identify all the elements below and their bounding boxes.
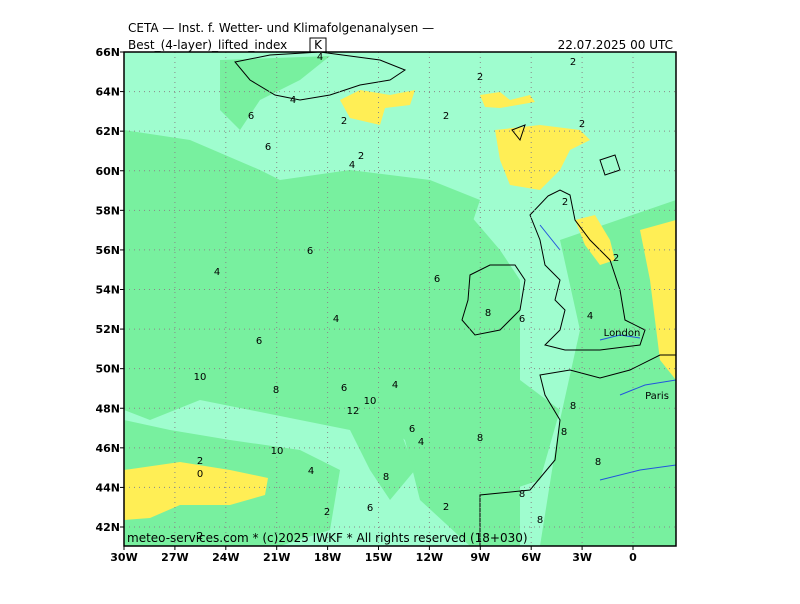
contour-label: 4: [290, 95, 296, 106]
map-frame: [123, 51, 677, 547]
contour-label: 2: [613, 253, 619, 264]
contour-label: 2: [570, 57, 576, 68]
y-tick-label: 64N: [95, 86, 120, 99]
y-tick-label: 54N: [95, 284, 120, 297]
contour-label: 8: [561, 427, 567, 438]
footer: meteo-services.com * (c)2025 IWKF * All …: [127, 531, 528, 545]
contour-label: 2: [562, 197, 568, 208]
rivers: [539, 224, 676, 481]
contour-label: 6: [265, 142, 271, 153]
x-tick-label: 27W: [161, 551, 188, 564]
y-tick-label: 46N: [95, 442, 120, 455]
y-tick-label: 50N: [95, 363, 120, 376]
x-tick-label: 12W: [416, 551, 443, 564]
contour-label: 0: [197, 469, 203, 480]
contour-label: 4: [587, 311, 593, 322]
ticks: 30W 27W 24W 21W 18W 15W 12W 9W 6W 3W 0 66N 64N 62N 60N…: [95, 46, 637, 564]
graticule: [124, 52, 676, 546]
contour-label: 4: [333, 314, 339, 325]
contour-label: 6: [248, 111, 254, 122]
x-tick-label: 9W: [470, 551, 490, 564]
contour-label: 8: [485, 308, 491, 319]
contour-label: 10: [194, 372, 207, 383]
x-tick-label: 18W: [314, 551, 341, 564]
contour-label: 6: [256, 336, 262, 347]
y-tick-label: 44N: [95, 481, 120, 494]
contour-label: 6: [434, 274, 440, 285]
institute: CETA — Inst. f. Wetter- und Klimafolgena…: [128, 21, 434, 35]
contour-label: 8: [537, 515, 543, 526]
x-tick-label: 15W: [365, 551, 392, 564]
contour-label: 4: [214, 267, 220, 278]
contour-label: 6: [519, 314, 525, 325]
contour-label: 2: [341, 116, 347, 127]
y-tick-label: 58N: [95, 204, 120, 217]
contour-label: 6: [409, 424, 415, 435]
map-title: Best_(4-layer)_lifted_index: [128, 38, 287, 52]
contour-label: 8: [595, 457, 601, 468]
contour-label: 8: [477, 433, 483, 444]
y-tick-label: 62N: [95, 125, 120, 138]
contour-label: 2: [443, 502, 449, 513]
contour-label: 8: [383, 472, 389, 483]
contour-label: 2: [197, 456, 203, 467]
unstable-zones: [124, 90, 676, 520]
contour-label: 2: [324, 507, 330, 518]
field-zones: [124, 56, 676, 546]
contour-label: 4: [317, 52, 323, 63]
contour-label: 2: [579, 119, 585, 130]
contour-label: 6: [307, 246, 313, 257]
y-tick-label: 42N: [95, 521, 120, 534]
contour-label: 4: [308, 466, 314, 477]
contour-label: 2: [477, 72, 483, 83]
contour-label: 8: [519, 489, 525, 500]
contour-label: 4: [349, 160, 355, 171]
contour-label: 10: [364, 396, 377, 407]
y-tick-label: 60N: [95, 165, 120, 178]
contour-label: 10: [271, 446, 284, 457]
x-tick-label: 0: [629, 551, 637, 564]
valid-time: 22.07.2025 00 UTC: [558, 38, 673, 52]
city-label: Paris: [645, 391, 669, 402]
city-label: London: [604, 328, 641, 339]
contour-label: 8: [570, 401, 576, 412]
contour-label: 6: [367, 503, 373, 514]
unit: K: [314, 38, 323, 52]
x-tick-label: 6W: [521, 551, 541, 564]
contour-label: 2: [358, 151, 364, 162]
y-tick-label: 56N: [95, 244, 120, 257]
contour-label: 6: [341, 383, 347, 394]
x-tick-label: 3W: [572, 551, 592, 564]
contour-label: 2: [443, 111, 449, 122]
y-tick-label: 66N: [95, 46, 120, 59]
y-tick-label: 52N: [95, 323, 120, 336]
contour-label: 4: [418, 437, 424, 448]
x-tick-label: 21W: [263, 551, 290, 564]
x-tick-label: 30W: [110, 551, 137, 564]
contour-label: 12: [347, 406, 360, 417]
y-tick-label: 48N: [95, 402, 120, 415]
contour-label: 4: [392, 380, 398, 391]
x-tick-label: 24W: [212, 551, 239, 564]
contour-label: 8: [273, 385, 279, 396]
contour-label: 2: [197, 531, 203, 542]
